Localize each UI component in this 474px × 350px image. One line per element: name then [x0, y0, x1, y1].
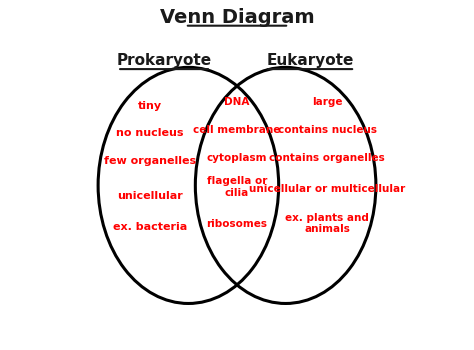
Text: Eukaryote: Eukaryote [266, 53, 354, 68]
Text: flagella or
cilia: flagella or cilia [207, 176, 267, 198]
Text: DNA: DNA [224, 97, 250, 107]
Text: few organelles: few organelles [104, 156, 196, 166]
Text: contains nucleus: contains nucleus [278, 125, 377, 135]
Text: ex. bacteria: ex. bacteria [113, 222, 187, 232]
Text: contains organelles: contains organelles [269, 153, 385, 163]
Text: Prokaryote: Prokaryote [117, 53, 212, 68]
Text: no nucleus: no nucleus [117, 128, 184, 138]
Text: Venn Diagram: Venn Diagram [160, 7, 314, 27]
Text: cell membrane: cell membrane [193, 125, 281, 135]
Text: tiny: tiny [138, 100, 162, 111]
Text: unicellular: unicellular [118, 191, 183, 201]
Text: cytoplasm: cytoplasm [207, 153, 267, 163]
Text: ex. plants and
animals: ex. plants and animals [285, 213, 369, 234]
Text: unicellular or multicellular: unicellular or multicellular [249, 184, 405, 194]
Text: ribosomes: ribosomes [207, 219, 267, 229]
Text: large: large [312, 97, 343, 107]
